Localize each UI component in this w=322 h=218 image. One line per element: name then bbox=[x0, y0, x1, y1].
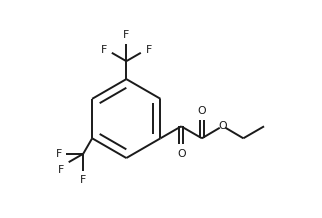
Text: O: O bbox=[218, 121, 227, 131]
Text: F: F bbox=[123, 30, 129, 40]
Text: O: O bbox=[177, 149, 185, 159]
Text: F: F bbox=[80, 175, 86, 185]
Text: F: F bbox=[58, 165, 64, 175]
Text: O: O bbox=[198, 106, 206, 116]
Text: F: F bbox=[56, 149, 62, 159]
Text: F: F bbox=[145, 45, 152, 55]
Text: F: F bbox=[101, 45, 107, 55]
